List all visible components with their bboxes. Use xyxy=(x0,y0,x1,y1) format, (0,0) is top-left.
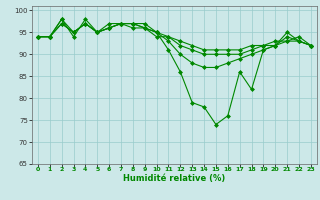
X-axis label: Humidité relative (%): Humidité relative (%) xyxy=(123,174,226,183)
